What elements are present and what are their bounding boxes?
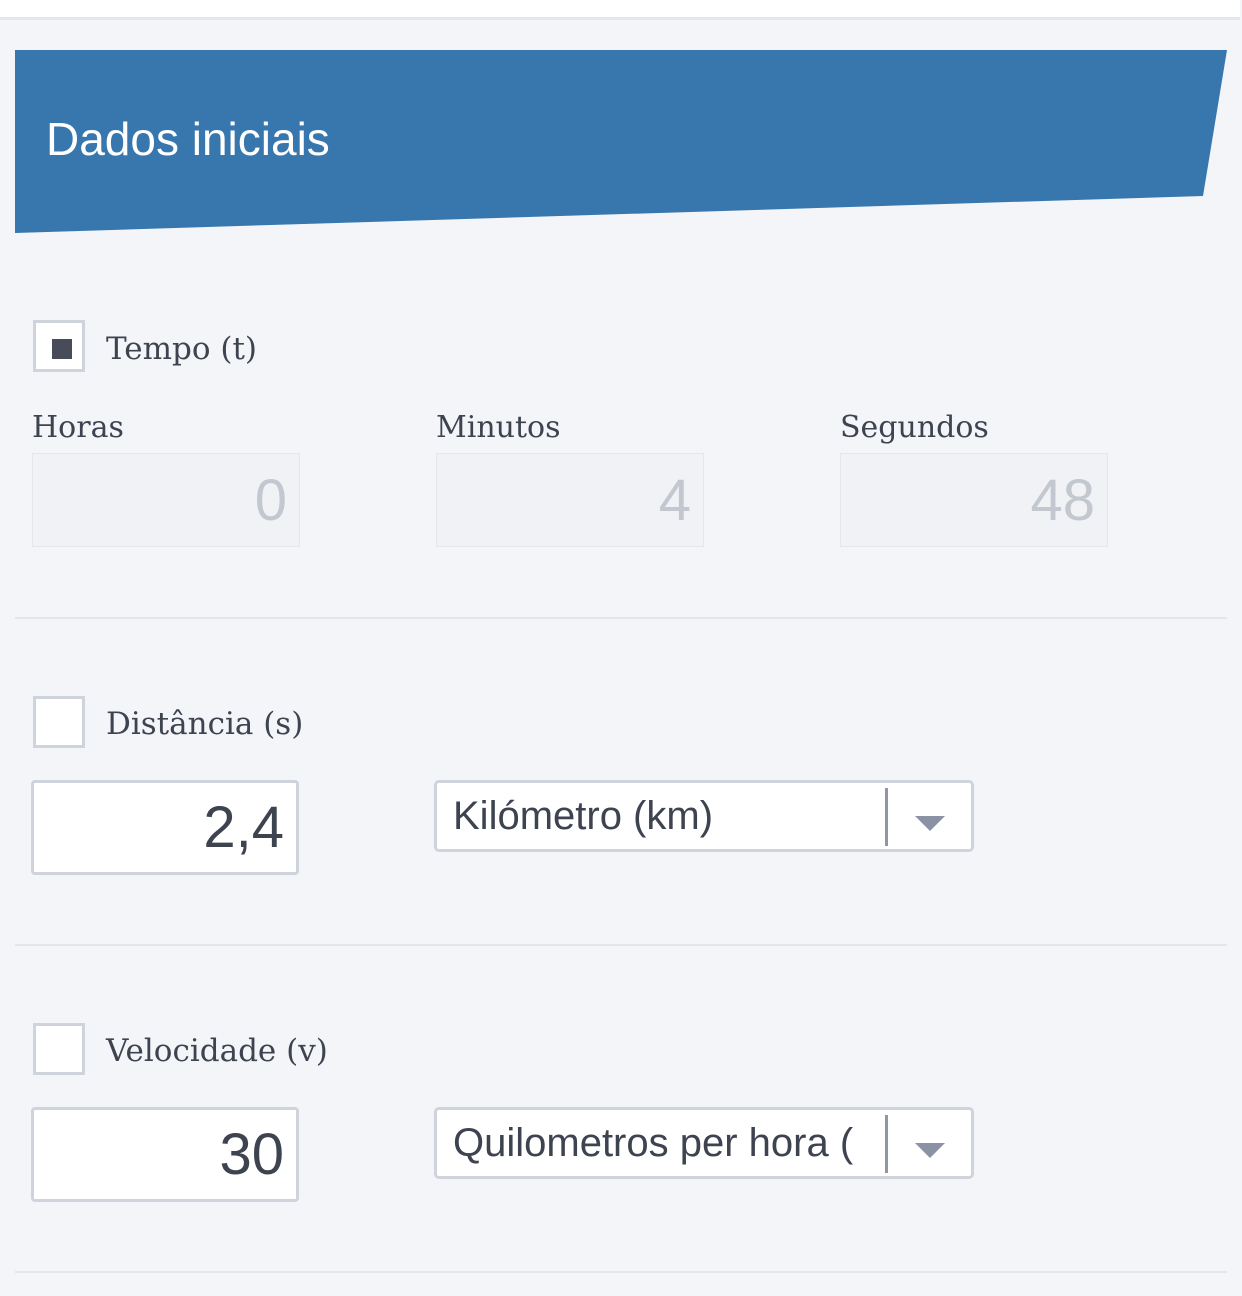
minutos-input[interactable]: 4 (436, 453, 704, 547)
velocidade-checkbox[interactable] (33, 1023, 85, 1075)
section-title: Dados iniciais (46, 113, 330, 165)
header-banner-shape (15, 50, 1227, 233)
section-header: Dados iniciais (15, 50, 1227, 233)
distancia-unit-value: Kilómetro (km) (453, 794, 714, 838)
distancia-unit-select[interactable]: Kilómetro (km) (434, 780, 974, 852)
distancia-label: Distância (s) (106, 706, 304, 742)
chevron-down-icon[interactable] (915, 1143, 945, 1158)
velocidade-label: Velocidade (v) (106, 1033, 328, 1069)
velocidade-input[interactable]: 30 (31, 1107, 299, 1202)
divider (15, 1271, 1227, 1273)
divider (15, 944, 1227, 946)
minutos-label: Minutos (436, 410, 561, 445)
distancia-input[interactable]: 2,4 (31, 780, 299, 875)
select-separator (885, 1115, 888, 1173)
segundos-label: Segundos (840, 410, 989, 445)
horas-label: Horas (32, 410, 124, 445)
select-separator (885, 788, 888, 846)
velocidade-unit-select[interactable]: Quilometros per hora ( (434, 1107, 974, 1179)
segundos-input[interactable]: 48 (840, 453, 1108, 547)
velocidade-unit-value: Quilometros per hora ( (453, 1121, 854, 1165)
checkbox-checked-mark (52, 339, 72, 359)
tempo-checkbox[interactable] (33, 320, 85, 372)
divider (15, 617, 1227, 619)
horas-input[interactable]: 0 (32, 453, 300, 547)
chevron-down-icon[interactable] (915, 816, 945, 831)
distancia-checkbox[interactable] (33, 696, 85, 748)
top-bar (0, 0, 1240, 20)
tempo-label: Tempo (t) (106, 331, 258, 367)
